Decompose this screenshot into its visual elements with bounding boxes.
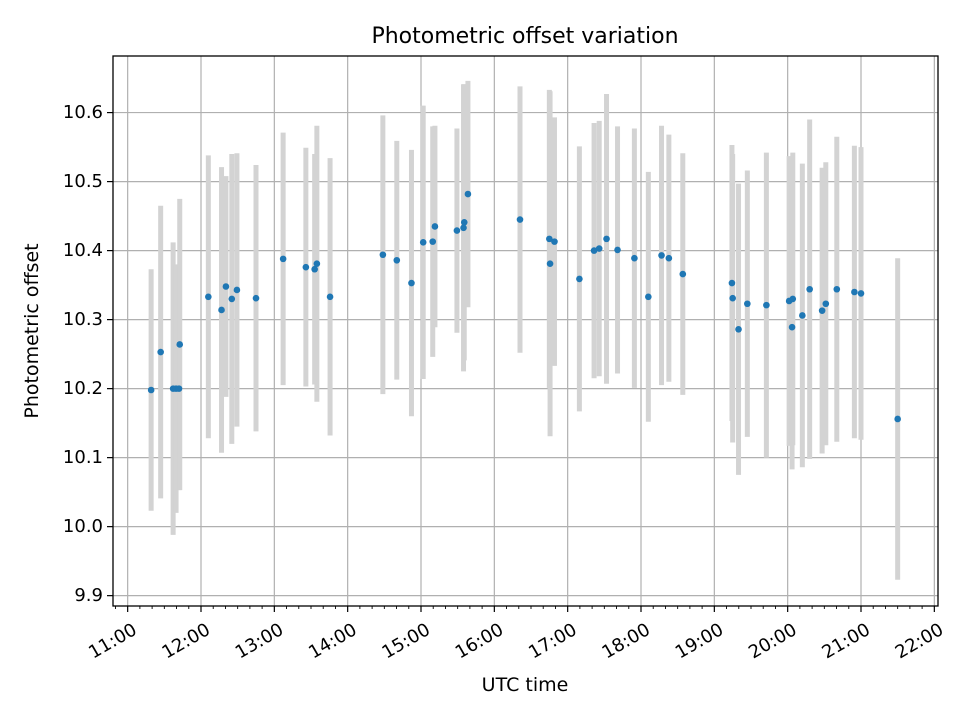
y-tick-label: 10.3 [63,309,103,330]
errorbars [148,80,901,580]
chart-title: Photometric offset variation [371,24,678,49]
data-point [857,290,865,297]
data-point [311,265,318,273]
data-point [233,286,241,294]
data-point [551,238,558,245]
x-tick-label: 15:00 [378,619,433,663]
data-point [631,254,638,262]
data-point [419,239,427,246]
x-axis-label: UTC time [482,674,569,696]
data-point [313,260,321,268]
data-point [429,238,437,245]
data-point [894,415,901,423]
x-tick-label: 12:00 [158,619,213,663]
data-point [157,348,164,356]
data-point [799,312,806,319]
data-point [576,275,583,283]
data-point [279,255,287,263]
data-point [728,279,736,287]
data-point [453,227,461,234]
data-point [252,294,260,302]
data-point [806,285,813,293]
data-point [218,306,225,314]
x-tick-label: 20:00 [745,619,800,663]
data-point [147,386,155,394]
data-point [851,288,858,296]
data-point [665,254,673,262]
data-point [763,301,770,309]
data-point [464,190,472,198]
data-point [393,256,401,264]
data-point [516,216,524,223]
y-tick-label: 10.0 [63,516,103,537]
x-axis: 11:00 12:00 13:00 14:00 15:00 16:00 17:00 18:00… [85,606,947,663]
data-point [658,252,665,259]
x-tick-label: 17:00 [525,619,580,663]
data-point [175,385,183,392]
data-point [679,270,687,278]
data-point [460,219,468,226]
x-tick-label: 18:00 [598,619,653,663]
y-tick-label: 9.9 [74,585,103,606]
data-point [326,293,334,301]
data-point [379,251,387,259]
data-point [788,323,796,331]
data-point [546,260,554,268]
y-tick-label: 10.6 [63,102,103,123]
x-tick-label: 14:00 [305,619,360,663]
data-point [729,294,736,302]
data-point [176,341,184,348]
y-tick-label: 10.4 [63,240,103,261]
plot-frame [112,55,939,607]
x-tick-label: 22:00 [892,619,947,663]
data-point [789,295,797,303]
data-point [546,235,553,243]
data-point [205,293,212,301]
data-point [222,283,230,290]
x-tick-label: 13:00 [232,619,287,663]
data-point [645,293,652,301]
data-point [818,307,826,314]
data-point [735,325,742,333]
data-point [302,263,310,271]
y-axis-label: Photometric offset [21,243,43,418]
y-tick-label: 10.1 [63,447,103,468]
data-point [595,245,603,252]
x-tick-label: 19:00 [672,619,727,663]
x-tick-label: 11:00 [85,619,140,663]
data-point [614,246,621,254]
data-point [460,224,467,232]
data-point [431,223,439,230]
y-tick-label: 10.2 [63,378,103,399]
data-points [147,190,901,423]
data-point [833,285,841,293]
data-point [228,295,236,303]
y-axis: 9.9 10.0 10.1 10.2 10.3 10.4 10.5 10.6 [63,102,113,606]
x-tick-label: 21:00 [818,619,873,663]
x-tick-label: 16:00 [452,619,507,663]
y-tick-label: 10.5 [63,171,103,192]
data-point [822,300,830,308]
data-point [590,247,598,254]
data-point [744,300,751,308]
data-point [408,279,415,287]
data-point [603,235,610,243]
